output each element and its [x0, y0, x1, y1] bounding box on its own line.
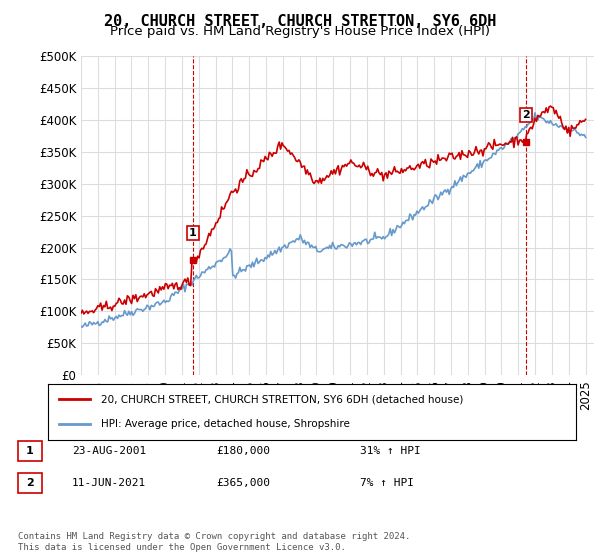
Text: 20, CHURCH STREET, CHURCH STRETTON, SY6 6DH: 20, CHURCH STREET, CHURCH STRETTON, SY6 … [104, 14, 496, 29]
Text: 1: 1 [189, 228, 197, 238]
Text: £365,000: £365,000 [216, 478, 270, 488]
Text: 31% ↑ HPI: 31% ↑ HPI [360, 446, 421, 456]
Text: 11-JUN-2021: 11-JUN-2021 [72, 478, 146, 488]
Text: £180,000: £180,000 [216, 446, 270, 456]
Text: 1: 1 [26, 446, 34, 456]
Text: Price paid vs. HM Land Registry's House Price Index (HPI): Price paid vs. HM Land Registry's House … [110, 25, 490, 38]
FancyBboxPatch shape [18, 473, 42, 493]
Text: 23-AUG-2001: 23-AUG-2001 [72, 446, 146, 456]
Text: 2: 2 [522, 110, 530, 120]
Text: HPI: Average price, detached house, Shropshire: HPI: Average price, detached house, Shro… [101, 419, 350, 429]
Text: Contains HM Land Registry data © Crown copyright and database right 2024.
This d: Contains HM Land Registry data © Crown c… [18, 532, 410, 552]
Text: 7% ↑ HPI: 7% ↑ HPI [360, 478, 414, 488]
Text: 2: 2 [26, 478, 34, 488]
FancyBboxPatch shape [18, 441, 42, 461]
Text: 20, CHURCH STREET, CHURCH STRETTON, SY6 6DH (detached house): 20, CHURCH STREET, CHURCH STRETTON, SY6 … [101, 394, 463, 404]
